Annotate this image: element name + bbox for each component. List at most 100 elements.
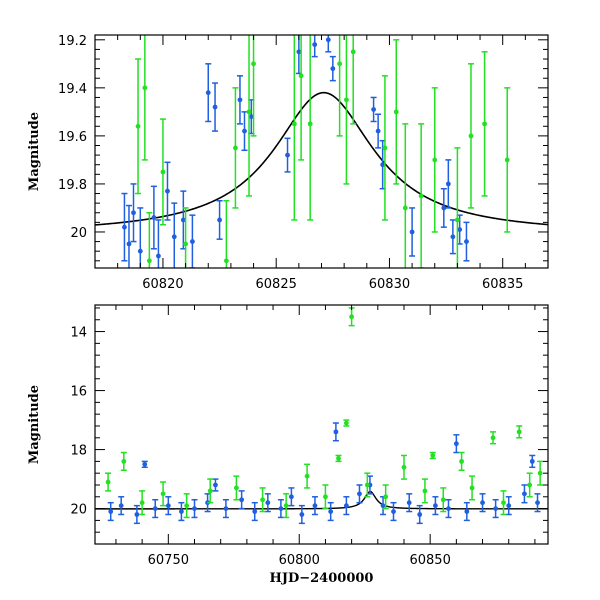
y-tick-label: 19.2 [58, 34, 87, 49]
data-point [383, 494, 389, 500]
data-point [522, 491, 527, 497]
data-point [375, 128, 381, 134]
data-point [142, 461, 148, 467]
data-point [192, 506, 197, 511]
data-point [422, 488, 428, 494]
data-point [312, 42, 318, 48]
data-point [480, 500, 485, 506]
data-point [343, 420, 349, 426]
data-point [504, 157, 510, 163]
data-point [457, 227, 463, 232]
data-point [506, 503, 512, 509]
y-tick-label: 20 [70, 226, 87, 241]
series-green [105, 307, 544, 519]
data-point [131, 210, 136, 216]
data-point [213, 482, 218, 488]
data-point [440, 497, 446, 503]
data-point [307, 121, 313, 127]
data-point [291, 121, 297, 127]
data-point [223, 506, 229, 511]
data-point [135, 123, 141, 129]
data-point [349, 314, 355, 320]
data-point [537, 470, 543, 476]
data-point [184, 503, 190, 509]
data-point [328, 509, 334, 514]
data-point [298, 73, 304, 79]
data-point [445, 181, 451, 187]
data-point [418, 193, 424, 199]
data-point [171, 234, 177, 240]
data-point [217, 217, 222, 223]
data-point [459, 458, 464, 464]
data-point [278, 506, 284, 511]
y-tick-label: 14 [70, 326, 87, 341]
y-tick-label: 19.6 [58, 130, 87, 145]
data-point [455, 217, 460, 223]
x-tick-label: 60850 [409, 553, 450, 568]
data-point [139, 500, 145, 506]
data-point [285, 152, 290, 158]
data-point [205, 90, 211, 96]
data-point [304, 473, 310, 479]
x-tick-label: 60830 [369, 277, 410, 292]
y-tick-label: 19.4 [58, 82, 87, 97]
x-tick-label: 60835 [482, 277, 523, 292]
data-point [118, 503, 124, 509]
data-point [121, 458, 127, 464]
plot-area [95, 307, 548, 525]
data-point [433, 503, 438, 509]
data-point [296, 49, 302, 55]
data-point [343, 503, 349, 509]
data-point [160, 491, 166, 497]
data-point [183, 241, 189, 247]
data-point [464, 239, 469, 244]
data-point [490, 435, 496, 441]
data-point [344, 97, 349, 103]
data-point [165, 503, 171, 509]
series-green [135, 35, 511, 268]
data-point [122, 224, 127, 230]
data-point [450, 234, 456, 240]
data-point [333, 429, 339, 435]
data-point [330, 66, 336, 72]
data-point [430, 453, 436, 458]
data-point [160, 169, 166, 175]
data-point [493, 506, 499, 511]
data-point [325, 37, 331, 43]
data-point [402, 205, 408, 211]
y-axis-title: Magnitude [27, 385, 42, 464]
data-point [393, 109, 399, 115]
data-point [108, 509, 114, 514]
data-point [516, 429, 522, 435]
data-point [409, 229, 415, 235]
data-point [105, 479, 111, 485]
data-point [283, 503, 289, 509]
data-point [417, 512, 423, 517]
full-light-curve-panel: 60750 60800 60850 14 16 18 20 Magnitude HJD−2400… [27, 304, 549, 586]
data-point [134, 512, 140, 517]
data-point [237, 97, 243, 103]
data-point [288, 494, 294, 500]
data-point [535, 500, 540, 506]
data-point [350, 49, 356, 55]
data-point [446, 506, 451, 511]
data-point [501, 500, 506, 506]
data-point [337, 61, 343, 67]
x-tick-label: 60800 [279, 553, 320, 568]
data-point [371, 107, 376, 112]
data-point [252, 509, 258, 514]
zoomed-light-curve-panel: 60820 60825 60830 60835 19.2 19.4 19.6 19.8 20 Ma… [27, 34, 549, 292]
data-point [401, 464, 407, 470]
y-tick-label: 20 [70, 503, 87, 518]
model-curve [95, 490, 548, 510]
y-tick-label: 18 [70, 444, 87, 459]
plot-frame [94, 304, 549, 545]
data-point [239, 497, 245, 503]
data-point [189, 239, 195, 244]
x-axis-title: HJD−2400000 [270, 571, 374, 586]
x-tick-label: 60825 [256, 277, 297, 292]
data-point [248, 114, 254, 120]
y-tick-label: 16 [70, 385, 87, 400]
